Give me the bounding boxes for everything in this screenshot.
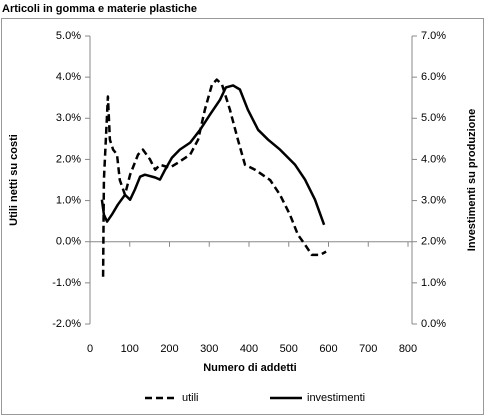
x-tick-label: 500 (280, 343, 298, 355)
y-tick-label: 5.0% (56, 30, 81, 42)
series-line (100, 84, 326, 226)
x-tick-label: 200 (160, 343, 178, 355)
y2-tick-label: 5.0% (421, 112, 446, 124)
y2-tick-label: 7.0% (421, 30, 446, 42)
legend-label: investimenti (307, 392, 365, 404)
y-tick-label: -2.0% (52, 318, 81, 330)
x-tick-label: 400 (240, 343, 258, 355)
chart-title: Articoli in gomma e materie plastiche (2, 3, 197, 15)
y-axis-label: Utili netti su costi (8, 134, 20, 226)
y-tick-label: 0.0% (56, 236, 81, 248)
x-tick-label: 300 (200, 343, 218, 355)
x-tick-label: 0 (87, 343, 93, 355)
y2-tick-label: 6.0% (421, 71, 446, 83)
y-tick-label: 1.0% (56, 194, 81, 206)
y-tick-label: -1.0% (52, 277, 81, 289)
y2-tick-label: 4.0% (421, 153, 446, 165)
x-tick-label: 700 (359, 343, 377, 355)
x-axis-label: Numero di addetti (203, 362, 297, 374)
y-tick-label: 2.0% (56, 153, 81, 165)
x-tick-label: 800 (399, 343, 417, 355)
y2-tick-label: 3.0% (421, 194, 446, 206)
series-line (101, 78, 327, 277)
y-tick-label: 3.0% (56, 112, 81, 124)
y2-tick-label: 1.0% (421, 277, 446, 289)
x-tick-label: 600 (319, 343, 337, 355)
y-tick-label: 4.0% (56, 71, 81, 83)
x-tick-label: 100 (121, 343, 139, 355)
chart-frame (1, 18, 484, 415)
y2-axis-label: Investimenti su produzione (466, 109, 478, 251)
y2-tick-label: 0.0% (421, 318, 446, 330)
y2-tick-label: 2.0% (421, 236, 446, 248)
legend-label: utili (182, 392, 199, 404)
